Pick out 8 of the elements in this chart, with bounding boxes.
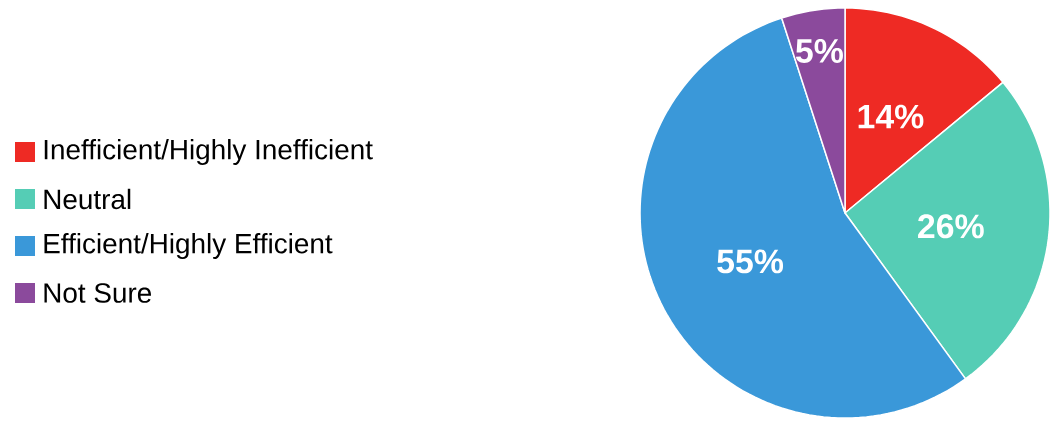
legend-label: Inefficient/Highly Inefficient	[44, 139, 373, 165]
data-label: 14%	[858, 104, 924, 129]
data-label: 55%	[717, 249, 784, 274]
data-label: 26%	[918, 214, 984, 239]
legend-label: Not Sure	[44, 283, 152, 303]
legend-label: Neutral	[44, 188, 131, 210]
legend-label: Efficient/Highly Efficient	[44, 233, 333, 259]
data-label: 5%	[795, 39, 843, 63]
